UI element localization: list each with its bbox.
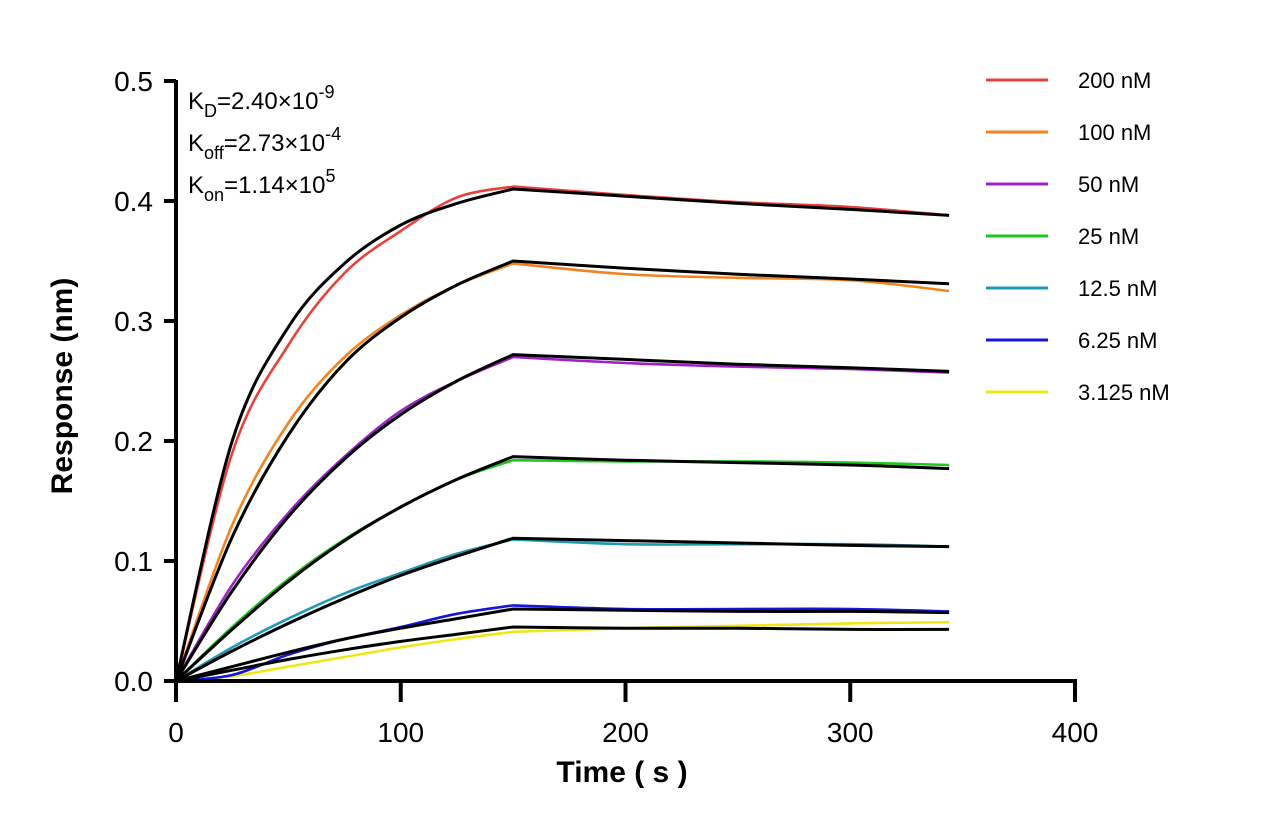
fit-curve-6-25-nm <box>175 607 950 683</box>
x-ticks: 0 100 200 300 400 <box>168 681 1098 748</box>
y-axis-title: Response (nm) <box>46 278 79 495</box>
fit-curve-50-nm <box>174 353 950 682</box>
y-tick-label: 0.1 <box>114 546 153 577</box>
series-line-100-nm <box>174 262 950 682</box>
fit-curve-3-125-nm <box>175 625 950 683</box>
y-tick-label: 0.3 <box>114 306 153 337</box>
fit-curve-25-nm <box>174 455 950 683</box>
fit-curve-200-nm <box>174 187 950 682</box>
legend-label-100-nm: 100 nM <box>1078 120 1151 145</box>
legend-label-200-nm: 200 nM <box>1078 68 1151 93</box>
series-line-6-25-nm <box>175 604 950 683</box>
x-tick-label: 200 <box>602 717 649 748</box>
annotation-koff: Koff=2.73×10-4 <box>188 124 341 163</box>
axes <box>174 80 1077 683</box>
x-tick-label: 100 <box>377 717 424 748</box>
y-tick-label: 0.2 <box>114 426 153 457</box>
fit-curve-12-5-nm <box>175 536 950 683</box>
fit-curves <box>174 187 950 683</box>
annotation-kd: KD=2.40×10-9 <box>188 82 334 121</box>
legend-label-6-25-nm: 6.25 nM <box>1078 328 1158 353</box>
x-tick-label: 300 <box>827 717 874 748</box>
y-tick-label: 0.4 <box>114 186 153 217</box>
legend: 200 nM 100 nM 50 nM 25 nM 12.5 nM 6.25 nM 3.12… <box>986 68 1170 405</box>
y-tick-label: 0.0 <box>114 666 153 697</box>
series-line-3-125-nm <box>175 620 950 683</box>
y-ticks: 0.0 0.1 0.2 0.3 0.4 0.5 <box>114 66 176 697</box>
x-tick-label: 0 <box>168 717 184 748</box>
legend-label-12-5-nm: 12.5 nM <box>1078 276 1158 301</box>
x-axis-title: Time ( s ) <box>556 756 687 789</box>
x-tick-label: 400 <box>1052 717 1099 748</box>
annotation-kon: Kon=1.14×105 <box>188 166 336 205</box>
legend-label-50-nm: 50 nM <box>1078 172 1139 197</box>
fit-curve-100-nm <box>174 259 950 682</box>
series-line-25-nm <box>175 458 950 682</box>
legend-label-3-125-nm: 3.125 nM <box>1078 380 1170 405</box>
legend-label-25-nm: 25 nM <box>1078 224 1139 249</box>
data-series <box>174 185 950 683</box>
y-tick-label: 0.5 <box>114 66 153 97</box>
series-line-50-nm <box>174 355 950 682</box>
